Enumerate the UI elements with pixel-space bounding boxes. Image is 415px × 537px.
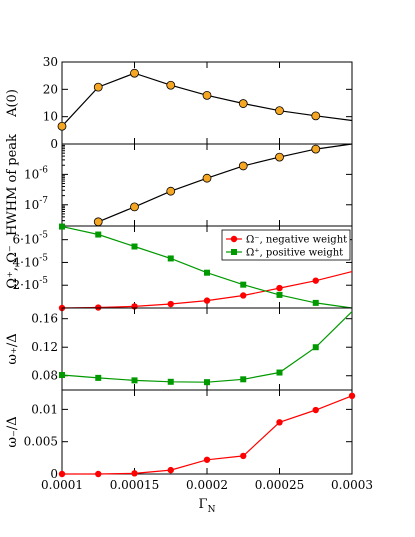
- data-point: [95, 374, 102, 381]
- data-point: [238, 99, 248, 108]
- data-point: [204, 379, 210, 386]
- data-point: [166, 80, 176, 90]
- y-tick-label: 0.08: [31, 369, 58, 383]
- y-axis-label: HWHM of peak: [5, 134, 20, 236]
- data-point: [276, 284, 283, 292]
- data-point: [311, 144, 321, 154]
- data-point: [238, 161, 248, 171]
- data-point: [167, 378, 174, 385]
- data-point: [276, 369, 283, 376]
- data-point: [348, 392, 356, 400]
- data-point: [311, 111, 321, 121]
- plot-frame: [61, 307, 353, 391]
- y-axis-label: ω₋/Δ: [5, 416, 20, 447]
- data-point: [59, 223, 65, 230]
- y-tick-label: 6·10-5: [13, 231, 49, 247]
- y-tick-label: 30: [43, 55, 58, 69]
- data-point: [59, 372, 65, 379]
- data-point: [93, 82, 103, 92]
- data-point: [167, 466, 174, 474]
- legend-marker: [231, 249, 237, 255]
- panel-3: 2·10-5 4·10-5 6·10-5Ω⁺, Ω⁻ Ω⁻, negative wei…: [5, 223, 353, 312]
- y-tick-label: 10: [43, 110, 58, 124]
- data-point: [204, 269, 210, 276]
- y-tick-label: 0: [50, 467, 58, 481]
- y-tick-label: 0: [50, 137, 58, 151]
- data-point: [166, 186, 176, 196]
- x-tick-label: 0.0002: [186, 478, 228, 492]
- series-line: [61, 311, 353, 383]
- legend-entry: Ω⁺, positive weight: [246, 248, 343, 259]
- panel-4: 0.08 0.12 0.16 ω₊/Δ: [5, 307, 353, 391]
- data-point: [130, 68, 139, 78]
- data-point: [240, 452, 247, 460]
- y-tick-label: 10-6: [24, 165, 48, 181]
- x-tick-label: 0.0003: [331, 478, 373, 492]
- data-point: [312, 299, 319, 306]
- y-tick-label: 0.12: [31, 340, 58, 354]
- data-point: [275, 106, 284, 116]
- data-point: [131, 243, 138, 250]
- data-point: [275, 152, 284, 162]
- legend-entry: Ω⁻, negative weight: [246, 235, 347, 246]
- data-point: [240, 376, 247, 383]
- x-tick-label: 0.0001: [41, 478, 83, 492]
- x-tick-label: 0.00025: [255, 478, 305, 492]
- data-point: [203, 297, 211, 304]
- plot-frame: [61, 61, 353, 145]
- y-axis-label: A(0): [5, 89, 20, 118]
- data-point: [312, 277, 319, 284]
- data-point: [131, 470, 138, 477]
- data-point: [312, 344, 319, 351]
- data-point: [167, 255, 174, 262]
- data-point: [312, 406, 319, 414]
- data-point: [203, 456, 211, 463]
- data-point: [240, 281, 247, 288]
- data-point: [131, 377, 138, 384]
- panel-1: 0 10 20 30 A(0): [5, 55, 353, 151]
- y-tick-label: 10-7: [24, 196, 48, 212]
- data-point: [167, 300, 174, 308]
- data-point: [95, 470, 102, 478]
- data-point: [95, 231, 102, 238]
- data-point: [276, 291, 283, 298]
- legend-marker: [230, 235, 238, 243]
- data-point: [202, 90, 212, 100]
- panel-5: 0 0.005 0.01 0.0001 0.00015 0.0002 0.00025 0.00…: [5, 389, 373, 515]
- data-point: [130, 202, 139, 212]
- y-tick-label: 0.01: [31, 402, 58, 416]
- legend-box: [221, 229, 351, 261]
- data-point: [202, 173, 212, 183]
- y-tick-label: 0.16: [31, 312, 58, 326]
- y-tick-label: 20: [43, 82, 58, 96]
- y-tick-label: 2·10-5: [13, 276, 49, 292]
- x-tick-label: 0.00015: [110, 478, 160, 492]
- data-point: [58, 470, 66, 478]
- x-axis-label: ΓN: [199, 497, 216, 515]
- y-axis-label: ω₊/Δ: [5, 333, 20, 364]
- series-line: [98, 143, 353, 223]
- data-point: [276, 419, 283, 426]
- data-point: [57, 121, 67, 131]
- plot-frame: [61, 143, 353, 227]
- legend: Ω⁻, negative weight Ω⁺, positive weight: [221, 229, 351, 261]
- data-point: [240, 292, 247, 299]
- y-tick-label: 0.005: [24, 435, 58, 449]
- y-axis-label: Ω⁺, Ω⁻: [5, 245, 20, 289]
- data-point: [93, 217, 103, 227]
- y-tick-label: 4·10-5: [13, 253, 49, 269]
